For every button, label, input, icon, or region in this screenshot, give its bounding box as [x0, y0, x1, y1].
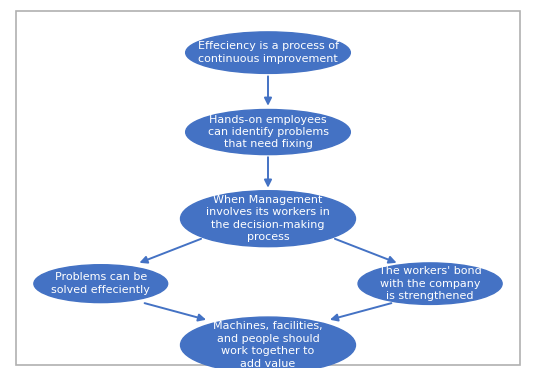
- Ellipse shape: [185, 109, 351, 155]
- Text: Machines, facilities,
and people should
work together to
add value: Machines, facilities, and people should …: [213, 321, 323, 368]
- FancyBboxPatch shape: [16, 11, 520, 365]
- Text: The workers' bond
with the company
is strengthened: The workers' bond with the company is st…: [379, 266, 481, 301]
- Text: When Management
involves its workers in
the decision-making
process: When Management involves its workers in …: [206, 195, 330, 242]
- Text: Problems can be
solved effeciently: Problems can be solved effeciently: [51, 273, 150, 295]
- Ellipse shape: [185, 32, 351, 73]
- Ellipse shape: [181, 317, 355, 373]
- Ellipse shape: [358, 263, 502, 305]
- Text: Effeciency is a process of
continuous improvement: Effeciency is a process of continuous im…: [197, 41, 339, 64]
- Ellipse shape: [181, 191, 355, 247]
- Ellipse shape: [34, 265, 168, 303]
- Text: Hands-on employees
can identify problems
that need fixing: Hands-on employees can identify problems…: [207, 115, 329, 149]
